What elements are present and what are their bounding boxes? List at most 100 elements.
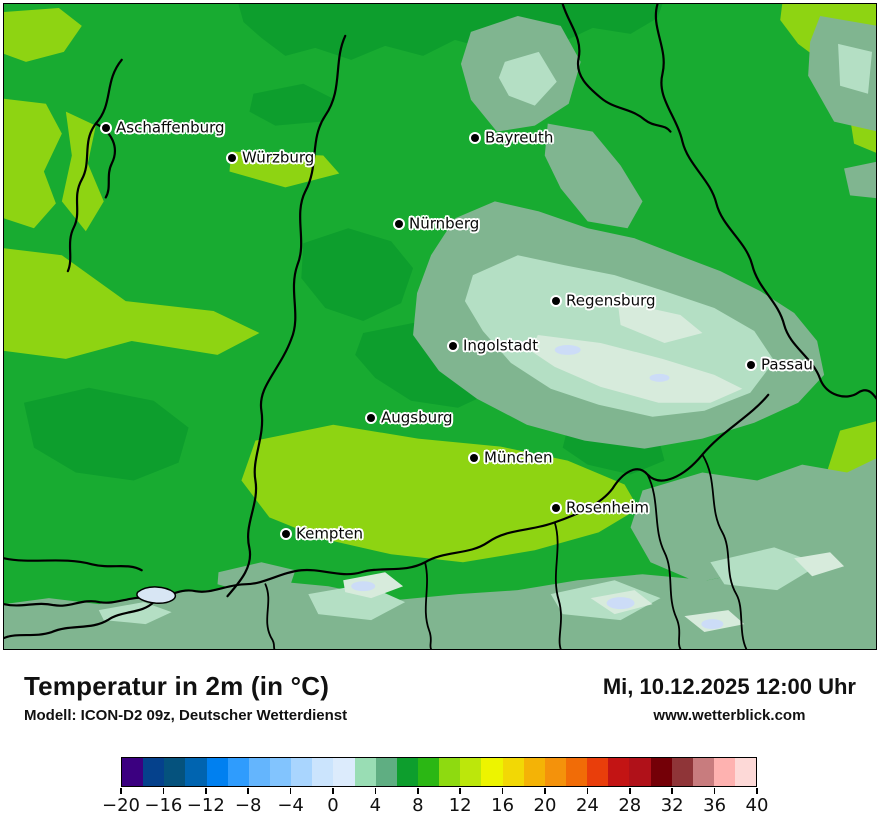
legend-color-segment	[143, 758, 165, 786]
legend-tick-mark	[586, 788, 589, 794]
map-region-yellow-green	[229, 151, 340, 188]
temperature-legend: −20 −16 −12 −8 −4 0 4 8 12 16 20 24 28 32 36 40	[102, 757, 768, 817]
border-czech	[654, 4, 876, 400]
legend-color-segment	[185, 758, 207, 786]
legend-tick-mark	[332, 788, 334, 794]
legend-tick-mark	[162, 788, 165, 794]
map-region-mint	[710, 547, 821, 591]
map-region-dark-green	[301, 228, 414, 322]
legend-color-segment	[227, 758, 249, 786]
border-austria-main	[4, 393, 770, 607]
map-region-pale-blue	[606, 597, 635, 610]
legend-tick-mark	[120, 788, 122, 794]
map-region-mint	[838, 43, 873, 94]
legend-color-segment	[713, 758, 736, 786]
legend-color-segment	[608, 758, 630, 786]
border-swiss-north	[4, 557, 143, 572]
map-region-dark-green	[23, 387, 189, 481]
map-region-yellow-green	[4, 248, 260, 359]
map-region-mint	[498, 51, 557, 106]
legend-tick-label: −4	[277, 795, 304, 816]
legend-color-segment	[439, 758, 461, 786]
legend-tick-label: 0	[327, 795, 339, 816]
legend-tick-label: 36	[703, 795, 727, 816]
legend-tick-mark	[756, 788, 758, 794]
map-region-pale-mint	[794, 552, 845, 577]
legend-tick-mark	[417, 788, 419, 794]
legend-color-segment	[206, 758, 228, 786]
legend-color-segment	[269, 758, 292, 786]
legend-tick-label: 20	[533, 795, 557, 816]
map-region-dark-green	[238, 4, 663, 60]
map-region-dark-green	[249, 83, 334, 126]
legend-tick-label: −16	[144, 795, 183, 816]
temperature-field-graphic	[4, 4, 876, 649]
legend-tick-mark	[544, 788, 546, 794]
map-region-yellow-green	[4, 98, 62, 229]
legend-color-segment	[460, 758, 482, 786]
map-region-pale-blue	[351, 581, 376, 592]
website-url: www.wetterblick.com	[653, 707, 806, 724]
legend-color-segment	[587, 758, 609, 786]
map-region-pale-mint	[617, 301, 703, 343]
footer-right: Mi, 10.12.2025 12:00 Uhr www.wetterblick…	[603, 674, 856, 724]
border-lines	[4, 4, 876, 649]
legend-color-segment	[650, 758, 672, 786]
legend-color-segment	[122, 758, 144, 786]
map-region-sage	[844, 161, 876, 199]
color-scale-ticks: −20 −16 −12 −8 −4 0 4 8 12 16 20 24 28 32 36 40	[102, 787, 768, 817]
temperature-map: Aschaffenburg Würzburg Bayreuth Nürnberg Reg…	[3, 3, 877, 650]
legend-color-segment	[164, 758, 186, 786]
valid-datetime: Mi, 10.12.2025 12:00 Uhr	[602, 674, 856, 699]
legend-tick-mark	[501, 788, 504, 794]
legend-tick-label: 40	[745, 795, 769, 816]
legend-color-segment	[312, 758, 334, 786]
border-austria-internal	[264, 453, 748, 649]
legend-color-segment	[735, 758, 757, 786]
legend-color-segment	[333, 758, 355, 786]
legend-tick-mark	[289, 788, 292, 794]
legend-color-segment	[523, 758, 545, 786]
legend-color-segment	[544, 758, 566, 786]
legend-color-segment	[396, 758, 418, 786]
border-aschaffenburg	[66, 58, 123, 273]
legend-tick-label: 12	[448, 795, 472, 816]
map-region-yellow-green	[61, 111, 104, 232]
legend-tick-label: 8	[412, 795, 424, 816]
map-region-sage	[630, 458, 876, 583]
legend-tick-label: 28	[618, 795, 642, 816]
map-region-yellow-green	[4, 7, 82, 62]
legend-color-segment	[692, 758, 714, 786]
legend-color-segment	[671, 758, 693, 786]
legend-tick-label: 24	[575, 795, 599, 816]
page-title: Temperatur in 2m (in °C)	[24, 671, 330, 701]
legend-color-segment	[375, 758, 397, 786]
legend-color-segment	[417, 758, 440, 786]
legend-tick-mark	[205, 788, 207, 794]
legend-color-segment	[629, 758, 651, 786]
lake-bodensee	[136, 586, 177, 604]
map-region-pale-blue	[649, 373, 670, 382]
legend-tick-mark	[629, 788, 631, 794]
legend-color-segment	[291, 758, 313, 786]
legend-tick-mark	[713, 788, 716, 794]
legend-tick-label: −8	[234, 795, 262, 816]
legend-tick-mark	[459, 788, 461, 794]
border-aschaffenburg-spur	[94, 122, 116, 199]
model-info: Modell: ICON-D2 09z, Deutscher Wetterdie…	[24, 707, 348, 724]
legend-tick-label: 4	[369, 795, 382, 816]
legend-tick-label: −20	[102, 795, 140, 816]
border-bavaria-west	[226, 34, 347, 598]
legend-color-segment	[248, 758, 270, 786]
map-region-mint	[98, 602, 172, 625]
map-region-pale-mint	[530, 334, 743, 403]
color-scale-bar	[121, 757, 757, 787]
border-swiss-south	[4, 601, 155, 640]
map-region-sage	[4, 542, 876, 649]
legend-tick-mark	[374, 788, 377, 794]
legend-tick-label: 16	[491, 795, 515, 816]
legend-tick-label: −12	[186, 795, 225, 816]
legend-color-segment	[565, 758, 588, 786]
map-region-sage	[544, 123, 643, 229]
legend-color-segment	[502, 758, 524, 786]
